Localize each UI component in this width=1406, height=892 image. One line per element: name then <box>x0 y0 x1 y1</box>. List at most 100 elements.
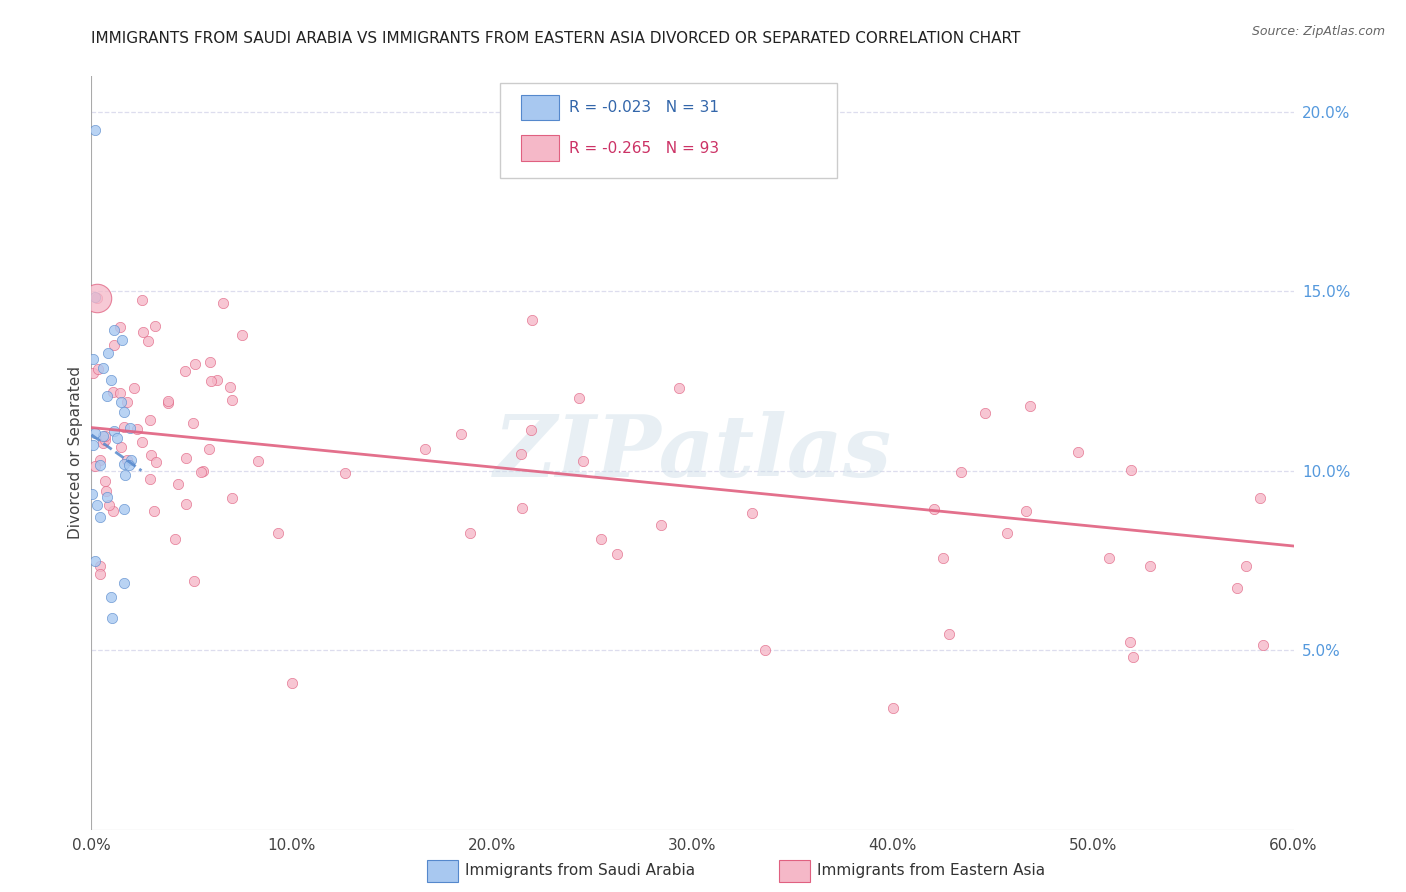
Point <box>1251 639 1274 653</box>
Point <box>103 337 125 351</box>
Point <box>94 429 117 443</box>
Point <box>1249 491 1271 506</box>
Point <box>114 457 136 471</box>
Point <box>183 574 205 588</box>
Point <box>84 425 107 440</box>
Point <box>82 437 104 451</box>
Point <box>84 458 107 473</box>
Point <box>108 319 131 334</box>
Point <box>96 389 118 403</box>
Point <box>117 458 139 472</box>
Point <box>82 351 104 366</box>
Point <box>89 567 111 582</box>
Point <box>145 455 167 469</box>
Point <box>1139 558 1161 573</box>
Point <box>103 425 125 439</box>
Point <box>112 502 135 516</box>
Text: Immigrants from Eastern Asia: Immigrants from Eastern Asia <box>817 863 1045 878</box>
Point <box>198 354 221 368</box>
Text: Immigrants from Saudi Arabia: Immigrants from Saudi Arabia <box>465 863 696 878</box>
Point <box>89 510 111 524</box>
Point <box>246 454 269 468</box>
Point <box>1119 634 1142 648</box>
Point <box>101 384 124 399</box>
Point <box>115 395 138 409</box>
Point <box>131 293 153 308</box>
Point <box>105 431 128 445</box>
Point <box>1015 504 1038 518</box>
Point <box>931 551 953 566</box>
Point <box>221 491 243 506</box>
Point <box>995 525 1018 540</box>
Point <box>754 643 776 657</box>
Point <box>86 498 108 512</box>
Point <box>174 497 197 511</box>
Point <box>156 395 179 409</box>
Point <box>110 394 132 409</box>
Point <box>922 502 945 516</box>
Point <box>141 448 163 462</box>
Point <box>100 591 122 605</box>
Point <box>94 434 117 448</box>
Point <box>91 428 114 442</box>
Point <box>86 291 108 305</box>
Point <box>98 498 121 512</box>
Point <box>93 474 115 488</box>
Point <box>97 346 120 360</box>
Point <box>84 290 107 304</box>
Point <box>100 373 122 387</box>
Point <box>138 413 160 427</box>
Text: IMMIGRANTS FROM SAUDI ARABIA VS IMMIGRANTS FROM EASTERN ASIA DIVORCED OR SEPARAT: IMMIGRANTS FROM SAUDI ARABIA VS IMMIGRAN… <box>91 31 1021 46</box>
Point <box>281 676 304 690</box>
Point <box>973 406 995 420</box>
Point <box>267 525 290 540</box>
Point <box>882 700 904 714</box>
Point <box>136 334 159 348</box>
Point <box>84 122 107 136</box>
Point <box>1122 650 1144 665</box>
Point <box>165 533 187 547</box>
Point <box>91 436 114 450</box>
Point <box>1234 558 1257 573</box>
Point <box>124 381 146 395</box>
Point <box>114 467 136 482</box>
Point <box>174 364 197 378</box>
Point <box>519 423 541 437</box>
Point <box>82 367 104 381</box>
Point <box>205 373 228 387</box>
Point <box>741 506 763 520</box>
Point <box>450 427 472 442</box>
Point <box>94 484 117 499</box>
Point <box>938 626 960 640</box>
Text: ZIPatlas: ZIPatlas <box>494 411 891 494</box>
Point <box>125 422 148 436</box>
Point <box>1018 399 1040 413</box>
Point <box>572 454 595 468</box>
Point <box>335 467 357 481</box>
Y-axis label: Divorced or Separated: Divorced or Separated <box>67 367 83 539</box>
Point <box>1067 445 1090 459</box>
Text: R = -0.265   N = 93: R = -0.265 N = 93 <box>568 141 718 156</box>
Point <box>131 434 153 449</box>
Point <box>568 391 591 405</box>
Point <box>112 405 135 419</box>
Point <box>231 328 253 343</box>
Point <box>221 392 243 407</box>
Point <box>522 313 544 327</box>
Point <box>190 465 212 479</box>
Point <box>1098 550 1121 565</box>
Text: R = -0.023   N = 31: R = -0.023 N = 31 <box>568 100 718 115</box>
Point <box>138 472 160 486</box>
Point <box>1119 462 1142 476</box>
Point <box>87 361 110 376</box>
Point <box>111 333 134 347</box>
Point <box>101 503 124 517</box>
Point <box>89 452 111 467</box>
Point <box>132 326 155 340</box>
Point <box>212 296 235 310</box>
Point <box>1226 581 1249 595</box>
Point <box>89 458 111 472</box>
Point <box>606 547 628 561</box>
FancyBboxPatch shape <box>520 136 560 161</box>
Point <box>112 575 135 590</box>
